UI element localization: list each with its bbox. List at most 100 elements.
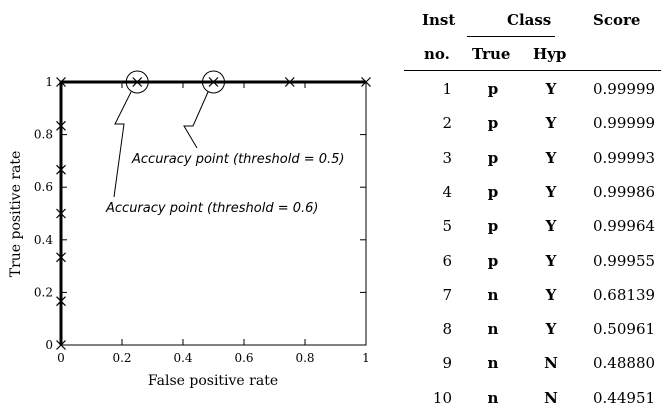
marker-stroke bbox=[208, 77, 219, 87]
header-hyp: Hyp bbox=[533, 45, 567, 63]
y-tick-label: 0.2 bbox=[34, 285, 53, 299]
x-tick-label: 0 bbox=[57, 351, 65, 365]
cell-true-class: n bbox=[487, 286, 499, 304]
cell-score: 0.99999 bbox=[593, 80, 656, 98]
y-tick-label: 0 bbox=[45, 338, 53, 352]
roc-markers bbox=[56, 77, 371, 350]
cell-hyp-class: Y bbox=[545, 286, 557, 304]
table-row: 3 p Y 0.99993 bbox=[400, 149, 661, 171]
roc-point-marker bbox=[56, 296, 66, 307]
marker-stroke bbox=[56, 296, 66, 307]
y-tick-label: 0.4 bbox=[34, 233, 53, 247]
x-tick-label: 0.8 bbox=[295, 351, 314, 365]
cell-true-class: p bbox=[487, 252, 499, 270]
cell-true-class: n bbox=[487, 320, 499, 338]
instance-table: Inst Class Score no. True Hyp 1 p Y 0.99999… bbox=[400, 0, 661, 416]
cell-score: 0.99999 bbox=[593, 114, 656, 132]
roc-point-marker bbox=[56, 77, 66, 87]
roc-point-marker bbox=[56, 340, 66, 350]
header-true: True bbox=[472, 45, 511, 63]
table-row: 7 n Y 0.68139 bbox=[400, 286, 661, 308]
accuracy-callouts: Accuracy point (threshold = 0.5) Accuracy… bbox=[105, 70, 344, 216]
marker-stroke bbox=[56, 77, 66, 87]
cell-true-class: p bbox=[487, 149, 499, 167]
cell-true-class: p bbox=[487, 183, 499, 201]
y-tick-label: 0.6 bbox=[34, 180, 53, 194]
header-inst: Inst bbox=[422, 11, 456, 29]
y-axis-label: True positive rate bbox=[8, 151, 24, 278]
roc-point-marker bbox=[361, 77, 371, 87]
callout-pointer bbox=[183, 91, 209, 149]
cell-true-class: p bbox=[487, 217, 499, 235]
cell-inst-no: 4 bbox=[442, 183, 452, 201]
header-no: no. bbox=[424, 45, 450, 63]
marker-stroke bbox=[56, 120, 66, 131]
cell-inst-no: 8 bbox=[442, 320, 452, 338]
x-axis-label: False positive rate bbox=[148, 373, 278, 389]
cell-inst-no: 10 bbox=[432, 389, 452, 407]
cell-score: 0.50961 bbox=[593, 320, 656, 338]
roc-point-marker bbox=[284, 77, 295, 87]
cell-inst-no: 7 bbox=[442, 286, 452, 304]
y-tick-label: 0.8 bbox=[34, 128, 53, 142]
callout-pointer bbox=[113, 91, 132, 198]
cell-inst-no: 3 bbox=[442, 149, 452, 167]
cell-inst-no: 6 bbox=[442, 252, 452, 270]
cell-hyp-class: Y bbox=[545, 217, 557, 235]
axis-ticks: 0 0.2 0.4 0.6 0.8 1 0 0.2 0.4 0.6 0.8 1 bbox=[34, 75, 370, 365]
cell-hyp-class: N bbox=[544, 354, 558, 372]
marker-stroke bbox=[56, 252, 66, 263]
table-row: 2 p Y 0.99999 bbox=[400, 114, 661, 136]
table-row: 5 p Y 0.99964 bbox=[400, 217, 661, 239]
cell-hyp-class: Y bbox=[545, 320, 557, 338]
x-tick-label: 0.2 bbox=[112, 351, 131, 365]
marker-stroke bbox=[284, 77, 295, 87]
table-row: 6 p Y 0.99955 bbox=[400, 252, 661, 274]
table-row: 4 p Y 0.99986 bbox=[400, 183, 661, 205]
callout-label: Accuracy point (threshold = 0.5) bbox=[131, 152, 344, 167]
marker-stroke bbox=[56, 340, 66, 350]
roc-point-marker bbox=[132, 77, 143, 87]
roc-point-marker bbox=[56, 164, 66, 175]
cell-hyp-class: N bbox=[544, 389, 558, 407]
table-row: 10 n N 0.44951 bbox=[400, 389, 661, 411]
cell-true-class: p bbox=[487, 80, 499, 98]
accuracy-circle bbox=[125, 70, 149, 94]
cell-hyp-class: Y bbox=[545, 252, 557, 270]
cell-true-class: p bbox=[487, 114, 499, 132]
roc-point-marker bbox=[56, 252, 66, 263]
marker-stroke bbox=[56, 164, 66, 175]
roc-point-marker bbox=[56, 208, 66, 219]
cell-hyp-class: Y bbox=[545, 183, 557, 201]
cell-score: 0.99964 bbox=[593, 217, 656, 235]
callout-label: Accuracy point (threshold = 0.6) bbox=[105, 201, 318, 216]
cell-hyp-class: Y bbox=[545, 80, 557, 98]
cell-score: 0.99993 bbox=[593, 149, 656, 167]
cell-score: 0.44951 bbox=[593, 389, 656, 407]
cell-inst-no: 9 bbox=[442, 354, 452, 372]
cell-score: 0.99986 bbox=[593, 183, 656, 201]
cell-inst-no: 1 bbox=[442, 80, 452, 98]
roc-point-marker bbox=[208, 77, 219, 87]
cell-inst-no: 2 bbox=[442, 114, 452, 132]
x-tick-label: 0.6 bbox=[234, 351, 253, 365]
accuracy-circle bbox=[202, 70, 225, 94]
marker-stroke bbox=[361, 77, 371, 87]
x-tick-label: 1 bbox=[362, 351, 370, 365]
roc-chart: 0 0.2 0.4 0.6 0.8 1 0 0.2 0.4 0.6 0.8 1 Accuracy po… bbox=[8, 70, 371, 389]
header-rule bbox=[404, 70, 661, 71]
roc-point-marker bbox=[56, 120, 66, 131]
header-class: Class bbox=[507, 11, 552, 29]
marker-stroke bbox=[56, 208, 66, 219]
table-row: 9 n N 0.48880 bbox=[400, 354, 661, 376]
class-header-rule bbox=[467, 36, 555, 37]
header-score: Score bbox=[593, 11, 641, 29]
cell-score: 0.68139 bbox=[593, 286, 656, 304]
cell-true-class: n bbox=[487, 389, 499, 407]
cell-hyp-class: Y bbox=[545, 149, 557, 167]
cell-score: 0.48880 bbox=[593, 354, 656, 372]
cell-inst-no: 5 bbox=[442, 217, 452, 235]
table-row: 1 p Y 0.99999 bbox=[400, 80, 661, 102]
marker-stroke bbox=[132, 77, 143, 87]
cell-true-class: n bbox=[487, 354, 499, 372]
